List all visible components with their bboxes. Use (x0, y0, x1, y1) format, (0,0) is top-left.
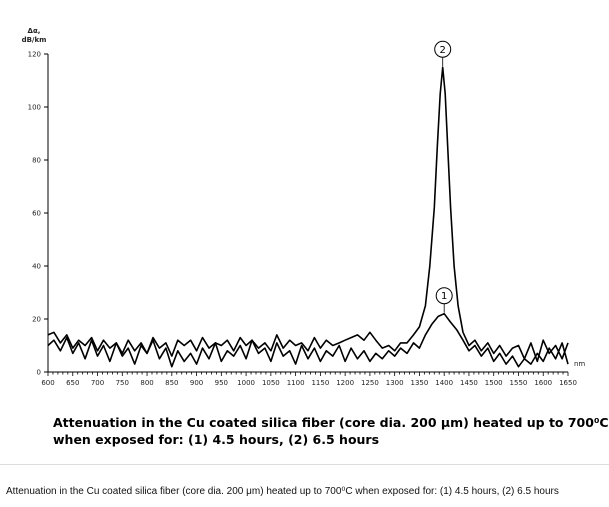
x-tick-label: 1200 (336, 379, 354, 387)
x-tick-label: 800 (140, 379, 153, 387)
y-tick-label: 120 (28, 51, 41, 59)
x-axis-unit-label: nm (574, 360, 585, 368)
x-tick-label: 1500 (485, 379, 503, 387)
caption-line-2: when exposed for: (1) 4.5 hours, (2) 6.5… (53, 432, 380, 447)
x-tick-label: 850 (165, 379, 178, 387)
y-axis-label-line-2: dB/km (22, 36, 47, 44)
x-tick-label: 950 (215, 379, 228, 387)
x-tick-label: 1100 (287, 379, 305, 387)
x-tick-label: 1550 (510, 379, 528, 387)
series-line-2 (47, 66, 569, 363)
x-axis: 600 650 700 750 800 850 900 950 1000 1050 1100 1150… (41, 371, 577, 387)
series-line-1 (47, 312, 569, 368)
curve-label-text: 2 (440, 45, 446, 56)
y-tick-label: 40 (32, 263, 41, 271)
figure-caption: Attenuation in the Cu coated silica fibe… (53, 414, 609, 448)
curve-labels: 12 (434, 40, 453, 313)
x-tick-label: 700 (91, 379, 104, 387)
y-tick-label: 100 (28, 104, 41, 112)
y-tick-label: 20 (32, 316, 41, 324)
y-tick-label: 60 (32, 210, 41, 218)
caption-line-1: Attenuation in the Cu coated silica fibe… (53, 415, 609, 430)
x-tick-label: 1050 (262, 379, 280, 387)
x-tick-label: 750 (116, 379, 129, 387)
footer-caption: Attenuation in the Cu coated silica fibe… (6, 486, 559, 497)
y-tick-label: 0 (37, 369, 41, 377)
x-tick-label: 1250 (361, 379, 379, 387)
y-axis-label-line-1: Δα, (28, 27, 41, 35)
series-lines (47, 66, 569, 368)
x-tick-label: 1650 (559, 379, 577, 387)
x-tick-label: 1000 (237, 379, 255, 387)
x-tick-label: 1600 (534, 379, 552, 387)
x-tick-label: 1350 (411, 379, 429, 387)
x-tick-label: 900 (190, 379, 203, 387)
x-tick-label: 600 (41, 379, 54, 387)
y-tick-label: 80 (32, 157, 41, 165)
curve-label-circle (435, 287, 453, 305)
attenuation-chart: Δα, dB/km 0 20 40 60 80 100 120 600 650 700 750 80… (22, 27, 586, 387)
x-tick-label: 1300 (386, 379, 404, 387)
y-axis: 0 20 40 60 80 100 120 (28, 51, 49, 377)
divider (0, 464, 609, 465)
x-tick-label: 1400 (435, 379, 453, 387)
curve-label-text: 1 (441, 291, 447, 302)
x-tick-label: 650 (66, 379, 79, 387)
x-tick-label: 1450 (460, 379, 478, 387)
curve-label-circle (434, 40, 452, 58)
x-tick-label: 1150 (311, 379, 329, 387)
